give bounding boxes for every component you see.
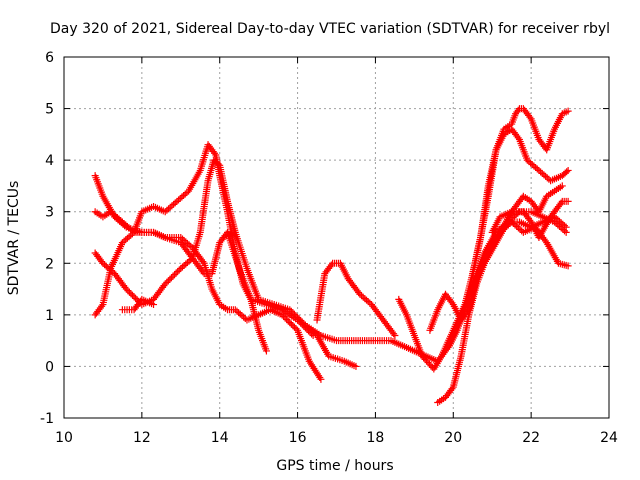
x-tick-label: 12 bbox=[133, 430, 151, 446]
plot-frame bbox=[63, 56, 610, 419]
series-track-11 bbox=[445, 125, 572, 350]
data-points-track-4 bbox=[91, 141, 317, 339]
series-track-12 bbox=[469, 105, 572, 278]
data-points-track-5 bbox=[118, 295, 158, 314]
x-axis-label: GPS time / hours bbox=[276, 458, 393, 474]
y-tick-label: 4 bbox=[45, 153, 54, 169]
series-track-10 bbox=[434, 197, 572, 407]
y-tick-label: 5 bbox=[45, 102, 54, 118]
y-axis-label: SDTVAR / TECUs bbox=[6, 181, 22, 296]
y-tick-label: 6 bbox=[45, 50, 54, 66]
x-tick-labels: 10 12 14 16 18 20 22 24 bbox=[55, 430, 618, 446]
y-tick-labels: -1 0 1 2 3 4 5 6 bbox=[40, 50, 54, 427]
x-tick-label: 14 bbox=[211, 430, 229, 446]
y-tick-label: 2 bbox=[45, 256, 54, 272]
data-points-track-1 bbox=[91, 172, 325, 383]
x-tick-label: 10 bbox=[55, 430, 73, 446]
x-tick-label: 22 bbox=[522, 430, 540, 446]
series-track-13 bbox=[488, 182, 566, 236]
x-tick-label: 24 bbox=[600, 430, 618, 446]
series-track-1 bbox=[91, 172, 325, 383]
data-points-track-11 bbox=[445, 125, 572, 350]
y-tick-label: 0 bbox=[45, 359, 54, 375]
series-track-6 bbox=[313, 259, 399, 339]
chart-title: Day 320 of 2021, Sidereal Day-to-day VTE… bbox=[50, 21, 610, 37]
series-track-7 bbox=[301, 213, 570, 365]
y-tick-label: -1 bbox=[40, 411, 54, 427]
series-track-5 bbox=[118, 295, 158, 314]
series-layer bbox=[91, 105, 572, 407]
data-points-track-10 bbox=[434, 197, 572, 407]
x-tick-label: 16 bbox=[289, 430, 307, 446]
data-points-track-6 bbox=[313, 259, 399, 339]
y-tick-label: 3 bbox=[45, 205, 54, 221]
ticks bbox=[63, 56, 610, 419]
series-track-4 bbox=[91, 141, 317, 339]
y-tick-label: 1 bbox=[45, 308, 54, 324]
x-tick-label: 20 bbox=[444, 430, 462, 446]
data-points-track-12 bbox=[469, 105, 572, 278]
data-points-track-7 bbox=[301, 213, 570, 365]
x-tick-label: 18 bbox=[367, 430, 385, 446]
data-points-track-13 bbox=[488, 182, 566, 236]
